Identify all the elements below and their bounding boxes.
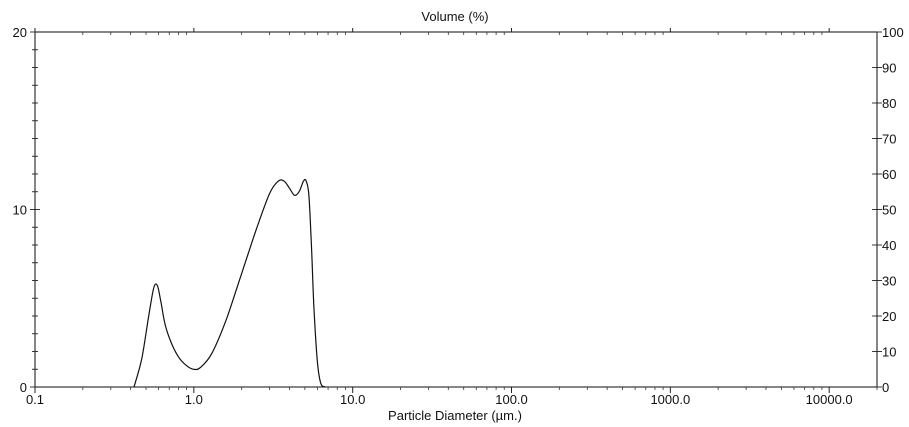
y2-tick-label: 50 [882,203,896,218]
plot-area: 0.1 1.0 10.0 100.0 1000.0 10000.0 0 10 20 0 10 20 30… [13,25,904,407]
x-tick-label: 1.0 [185,392,203,407]
x-tick-label: 100.0 [495,392,528,407]
x-tick-label: 10000.0 [806,392,853,407]
y2-tick-label: 90 [882,61,896,76]
x-axis-title: Particle Diameter (µm.) [388,408,522,423]
y2-tick-label: 60 [882,167,896,182]
y-tick-label: 20 [13,25,27,40]
y2-tick-label: 10 [882,345,896,360]
y2-tick-label: 100 [882,25,904,40]
y2-tick-label: 80 [882,96,896,111]
y2-tick-label: 70 [882,132,896,147]
y-tick-label: 0 [20,380,27,395]
y2-tick-label: 20 [882,309,896,324]
y2-tick-label: 0 [882,380,889,395]
x-tick-label: 1000.0 [650,392,690,407]
x-tick-label: 10.0 [340,392,365,407]
chart-title: Volume (%) [421,9,488,24]
plot-frame [34,31,878,388]
y2-tick-label: 30 [882,274,896,289]
y-tick-label: 10 [13,203,27,218]
series-line-0 [133,178,326,388]
x-tick-label: 0.1 [26,392,44,407]
y2-tick-label: 40 [882,238,896,253]
